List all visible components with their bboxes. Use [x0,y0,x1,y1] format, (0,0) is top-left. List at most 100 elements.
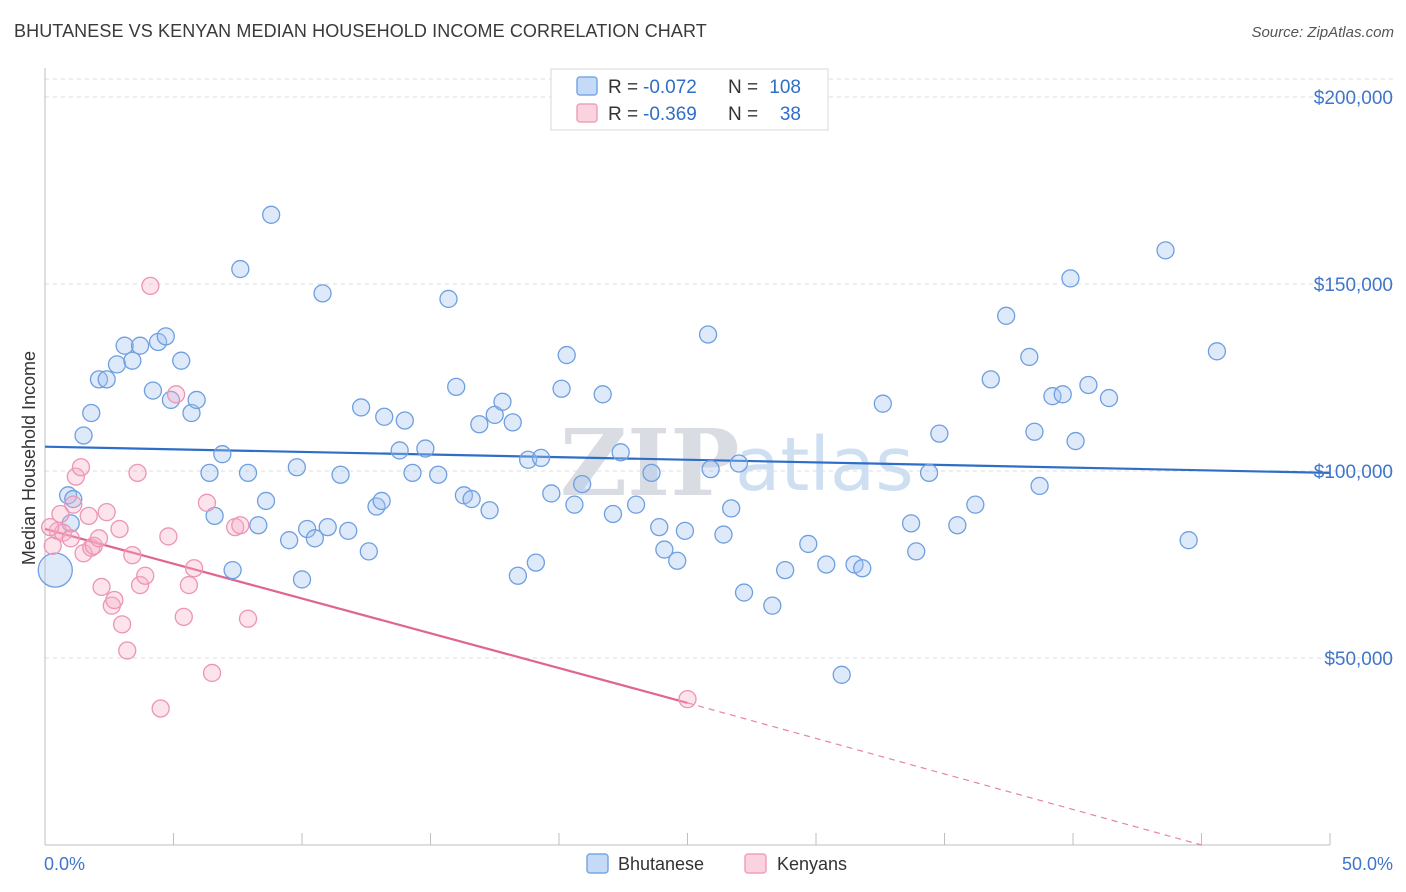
point-bhutanese [339,521,358,540]
point-bhutanese [395,411,414,430]
point-bhutanese [115,336,134,355]
point-bhutanese [37,552,73,588]
point-bhutanese [832,665,851,684]
point-bhutanese [231,259,250,279]
point-bhutanese [172,351,191,370]
y-tick-label-0: $50,000 [1324,649,1393,670]
point-bhutanese [675,521,695,540]
point-bhutanese [542,484,561,503]
point-bhutanese [223,560,242,580]
watermark-atlas: atlas [735,422,914,508]
point-bhutanese [853,559,872,578]
point-bhutanese [238,463,258,483]
point-bhutanese [292,570,312,589]
bottom-legend-label-kenyans: Kenyans [777,854,847,874]
point-kenyans [92,577,111,597]
point-bhutanese [526,553,546,572]
point-kenyans [123,546,142,565]
point-bhutanese [470,415,489,434]
point-bhutanese [403,463,422,483]
point-kenyans [105,590,124,610]
point-bhutanese [503,413,522,432]
point-kenyans [51,504,70,524]
point-bhutanese [372,491,391,511]
point-kenyans [66,467,85,486]
point-bhutanese [1066,431,1085,451]
point-kenyans [89,529,109,548]
point-bhutanese [359,542,378,561]
point-bhutanese [1020,347,1039,367]
x-tick-label-min: 0.0% [44,854,85,874]
point-kenyans [179,575,199,595]
point-bhutanese [1053,385,1072,404]
point-bhutanese [734,583,754,602]
point-bhutanese [97,370,116,389]
point-bhutanese [447,377,466,397]
chart-title: BHUTANESE VS KENYAN MEDIAN HOUSEHOLD INC… [14,21,707,41]
point-bhutanese [123,351,142,370]
point-bhutanese [799,534,818,554]
point-kenyans [197,493,217,512]
point-bhutanese [642,463,661,483]
point-kenyans [71,458,91,477]
trend-line-bhutanese [44,445,1331,474]
point-bhutanese [763,596,782,615]
bottom-legend-swatch-kenyans [744,853,767,874]
point-bhutanese [557,345,576,365]
point-kenyans [97,502,116,522]
data-points [37,205,1227,718]
point-kenyans [118,641,137,660]
point-bhutanese [429,465,448,484]
y-tick-labels: $50,000 $100,000 $150,000 $200,000 [1314,88,1393,670]
gridlines [45,78,1395,659]
point-kenyans [82,538,101,557]
point-bhutanese [256,491,276,511]
point-kenyans [141,276,160,296]
point-bhutanese [318,517,337,537]
legend-swatch-kenyans [576,103,598,123]
point-kenyans [64,495,83,514]
point-bhutanese [287,458,307,477]
legend-n-label-1: N = [728,77,758,98]
axes [44,68,1331,846]
point-bhutanese [297,519,317,539]
point-bhutanese [626,495,646,514]
point-bhutanese [776,560,795,580]
point-bhutanese [1207,342,1227,361]
point-bhutanese [1099,388,1119,408]
point-bhutanese [64,489,83,509]
point-bhutanese [351,398,371,417]
x-tick-label-max: 50.0% [1342,854,1393,874]
point-kenyans [151,699,170,718]
point-kenyans [112,615,132,634]
point-bhutanese [572,474,592,494]
point-bhutanese [817,555,836,574]
point-bhutanese [650,517,669,537]
point-bhutanese [948,516,967,535]
legend-r-label-2: R = [608,104,638,125]
point-bhutanese [1030,476,1049,496]
point-bhutanese [611,443,630,462]
point-bhutanese [313,284,332,303]
legend-n-label-2: N = [728,104,758,125]
point-bhutanese [187,390,206,410]
point-bhutanese [966,495,985,514]
point-kenyans [61,529,80,548]
point-bhutanese [74,426,93,445]
point-bhutanese [493,392,512,411]
point-bhutanese [305,529,325,548]
point-bhutanese [593,385,612,404]
point-bhutanese [156,327,175,346]
point-bhutanese [1179,531,1198,550]
watermark: ZIP atlas [560,409,914,517]
point-bhutanese [603,504,623,524]
legend-n-value-1: 108 [769,77,801,98]
point-bhutanese [873,394,892,413]
y-tick-label-1: $100,000 [1314,462,1393,483]
point-bhutanese [161,390,181,410]
point-kenyans [40,517,60,537]
point-kenyans [184,559,204,578]
point-bhutanese [531,448,551,468]
point-bhutanese [655,540,674,559]
